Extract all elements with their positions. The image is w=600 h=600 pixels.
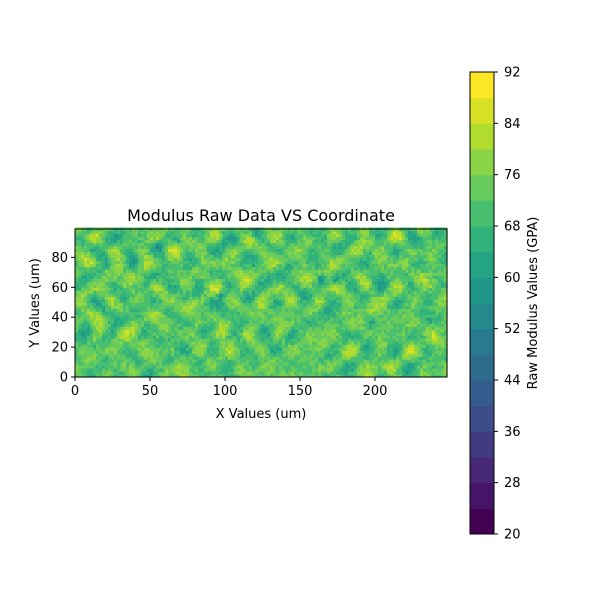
heatmap-chart: Modulus Raw Data VS Coordinate 0 50 100 150… [28,206,448,422]
chart-title: Modulus Raw Data VS Coordinate [127,206,395,225]
heatmap-cells [75,228,448,378]
